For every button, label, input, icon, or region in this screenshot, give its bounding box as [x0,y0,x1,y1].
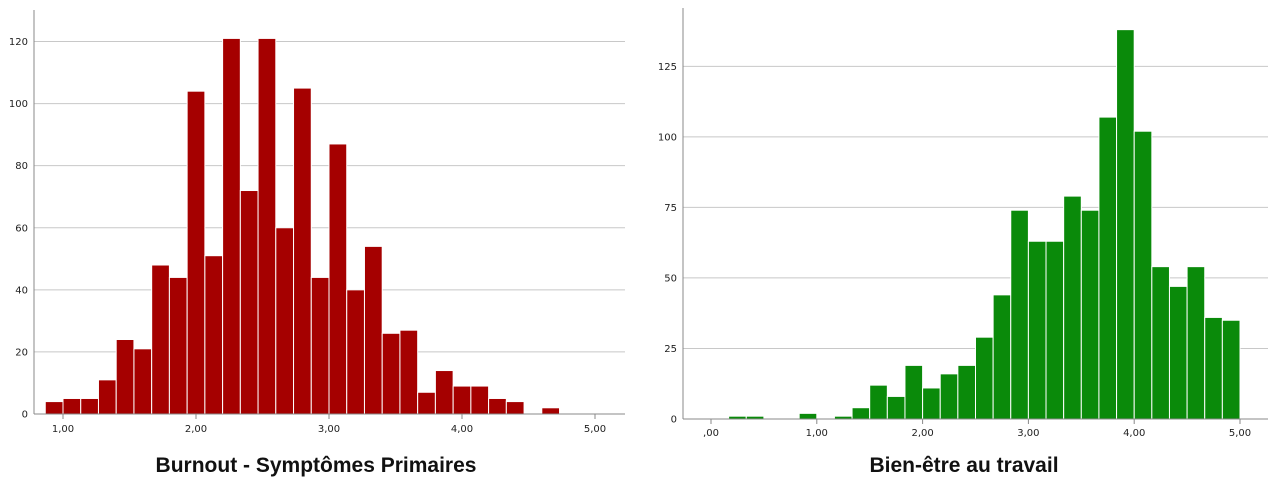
burnout-bar [488,397,507,415]
burnout-bar [44,401,64,415]
burnout-bar [434,370,454,415]
wellbeing-bar [939,373,959,420]
y-tick-label: 120 [9,37,28,48]
burnout-bar [239,190,259,415]
x-tick-label: ,00 [703,428,719,439]
y-tick-label: 0 [22,410,28,421]
wellbeing-bar [1098,116,1118,420]
wellbeing-bar [1204,316,1223,420]
y-tick-label: 50 [664,273,677,284]
burnout-bar [97,379,117,415]
x-tick-label: 1,00 [806,428,828,439]
burnout-bar [381,332,401,415]
y-tick-label: 125 [658,62,677,73]
y-tick-label: 100 [9,99,28,110]
burnout-caption: Burnout - Symptômes Primaires [156,454,477,477]
x-tick-label: 4,00 [451,424,473,435]
x-tick-label: 3,00 [318,424,340,435]
burnout-bar [399,329,419,415]
burnout-bar [186,90,206,415]
x-tick-label: 1,00 [52,424,74,435]
x-tick-label: 4,00 [1123,428,1145,439]
wellbeing-histogram-panel: 0 25 50 75 100 125 ,00 1,00 2,00 3,00 4,00 5,00 Bien… [658,8,1268,477]
y-tick-label: 20 [15,347,28,358]
wellbeing-bar [1045,240,1065,420]
y-tick-label: 100 [658,132,677,143]
wellbeing-bar [1116,29,1135,420]
wellbeing-bar [851,407,871,420]
burnout-bar [541,407,561,415]
wellbeing-bar [869,384,888,420]
x-tick-label: 5,00 [584,424,606,435]
burnout-bar [204,255,224,415]
burnout-bar [275,227,295,415]
y-tick-label: 0 [671,415,677,426]
y-tick-label: 40 [15,285,28,296]
wellbeing-bar [886,395,906,420]
wellbeing-bar [1063,195,1082,420]
burnout-bar [505,401,525,415]
burnout-bar [80,397,99,415]
wellbeing-bar [1133,130,1153,420]
wellbeing-caption: Bien-être au travail [869,454,1058,477]
y-tick-label: 75 [664,203,677,214]
burnout-bar [328,143,348,415]
wellbeing-bar [975,336,994,420]
burnout-bar [363,245,383,415]
wellbeing-bar [1080,209,1100,420]
wellbeing-bar [1151,266,1170,420]
burnout-bar [452,385,472,415]
burnout-bar [417,391,436,415]
burnout-bar [222,37,241,415]
burnout-bar [133,348,153,415]
y-tick-label: 25 [664,344,677,355]
burnout-bar [115,339,135,415]
burnout-bar [310,276,330,415]
wellbeing-bar [1027,240,1047,420]
y-tick-label: 60 [15,223,28,234]
y-tick-label: 80 [15,161,28,172]
x-tick-label: 5,00 [1229,428,1251,439]
x-tick-label: 2,00 [911,428,933,439]
wellbeing-bar [798,412,818,420]
burnout-bar [168,276,188,415]
x-tick-label: 2,00 [185,424,207,435]
wellbeing-bar [957,364,977,420]
burnout-bar [346,289,365,415]
burnout-bar [62,397,82,415]
wellbeing-bar [992,294,1012,420]
wellbeing-bar [1010,209,1029,420]
burnout-bar [257,37,277,415]
x-tick-label: 3,00 [1017,428,1039,439]
burnout-bar [293,87,312,415]
burnout-bar [470,385,490,415]
burnout-histogram-panel: 0 20 40 60 80 100 120 1,00 2,00 3,00 4,00 5,00 Burno… [9,10,625,477]
wellbeing-bar [1221,319,1241,420]
wellbeing-bar [922,387,941,420]
wellbeing-bar [904,364,924,420]
wellbeing-bar [1168,285,1188,420]
burnout-bar [151,264,170,415]
wellbeing-bar [1186,266,1206,420]
